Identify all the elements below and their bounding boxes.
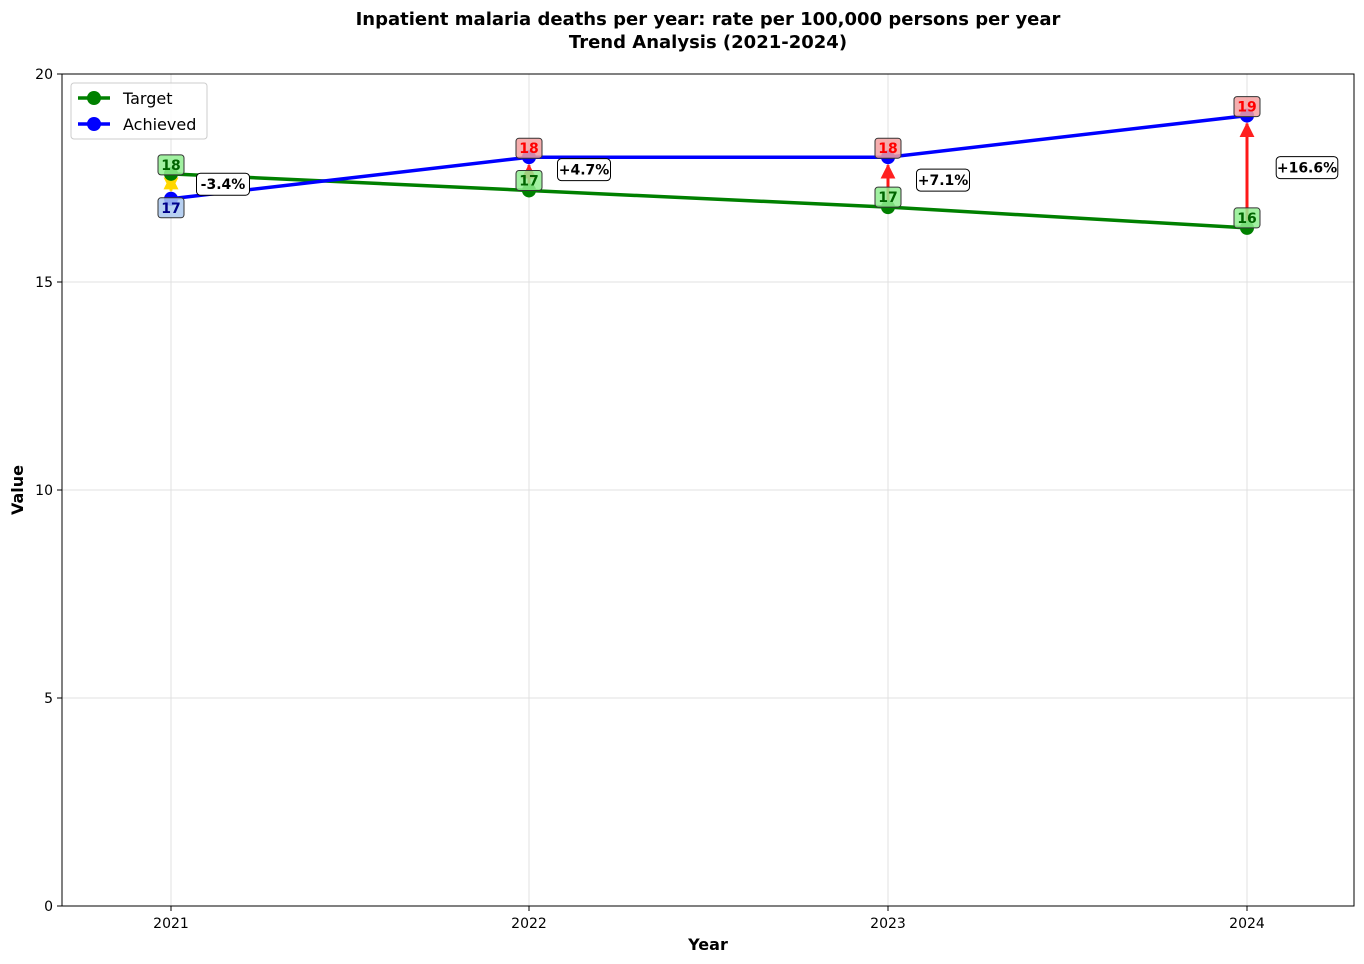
difference-label-text: +4.7% — [559, 163, 610, 179]
achieved-value-label: 17 — [157, 197, 185, 219]
difference-label-box — [557, 158, 611, 182]
legend: Target Achieved — [70, 82, 208, 140]
achieved-value-label-text: 18 — [519, 141, 538, 157]
difference-label-text: -3.4% — [201, 177, 246, 193]
labels-layer: 18 17 17 18 17 18 16 19 -3.4% +4.7% +7.1% +16.6% — [157, 96, 1339, 229]
achieved-value-label: 18 — [515, 137, 543, 159]
x-axis-label: Year — [687, 935, 728, 954]
y-tick-label: 20 — [35, 67, 53, 83]
chart-title-line2: Trend Analysis (2021-2024) — [569, 32, 847, 53]
difference-label: +4.7% — [557, 158, 611, 182]
difference-label: +7.1% — [916, 168, 970, 192]
target-value-label: 16 — [1233, 207, 1261, 229]
difference-label-text: +7.1% — [918, 173, 969, 189]
achieved-value-label-box — [515, 137, 543, 159]
chart-title-line1: Inpatient malaria deaths per year: rate … — [356, 9, 1061, 30]
difference-label-box — [1275, 156, 1339, 180]
x-tick-label: 2021 — [153, 916, 189, 932]
achieved-value-label-text: 18 — [878, 141, 897, 157]
target-value-label-box — [874, 186, 902, 208]
difference-label-text: +16.6% — [1277, 161, 1337, 177]
achieved-value-label-text: 17 — [161, 201, 180, 217]
series-line-achieved — [170, 113, 1248, 201]
y-tick-label: 15 — [35, 275, 53, 291]
x-tick-label: 2023 — [870, 916, 906, 932]
series-line-target — [170, 172, 1248, 230]
y-tick-label: 10 — [35, 483, 53, 499]
target-value-label-box — [1233, 207, 1261, 229]
target-value-label: 18 — [157, 154, 185, 176]
x-axis: 2021 2022 2023 2024 — [153, 906, 1265, 932]
y-axis: 0 5 10 15 20 — [35, 67, 62, 915]
legend-target-marker — [87, 91, 101, 105]
target-value-label-text: 17 — [519, 173, 538, 189]
achieved-value-label-text: 19 — [1237, 100, 1256, 116]
difference-label: -3.4% — [196, 172, 250, 196]
y-tick-label: 5 — [44, 691, 53, 707]
difference-arrows — [163, 122, 1255, 226]
y-tick-label: 0 — [44, 899, 53, 915]
target-value-label: 17 — [515, 169, 543, 191]
y-axis-label: Value — [8, 465, 27, 515]
legend-target-label: Target — [122, 89, 173, 108]
x-tick-label: 2022 — [511, 916, 547, 932]
series-layer — [164, 108, 1254, 235]
achieved-value-label-box — [1233, 96, 1261, 118]
target-value-label-box — [515, 169, 543, 191]
target-value-label-text: 16 — [1237, 211, 1256, 227]
target-value-label-box — [157, 154, 185, 176]
difference-label: +16.6% — [1275, 156, 1339, 180]
target-value-label-text: 17 — [878, 190, 897, 206]
achieved-value-label-box — [874, 137, 902, 159]
difference-label-box — [196, 172, 250, 196]
legend-achieved-label: Achieved — [123, 115, 196, 134]
achieved-value-label: 18 — [874, 137, 902, 159]
achieved-value-label-box — [157, 197, 185, 219]
x-tick-label: 2024 — [1229, 916, 1265, 932]
difference-label-box — [916, 168, 970, 192]
target-value-label-text: 18 — [161, 158, 180, 174]
target-value-label: 17 — [874, 186, 902, 208]
achieved-value-label: 19 — [1233, 96, 1261, 118]
legend-achieved-marker — [87, 117, 101, 131]
